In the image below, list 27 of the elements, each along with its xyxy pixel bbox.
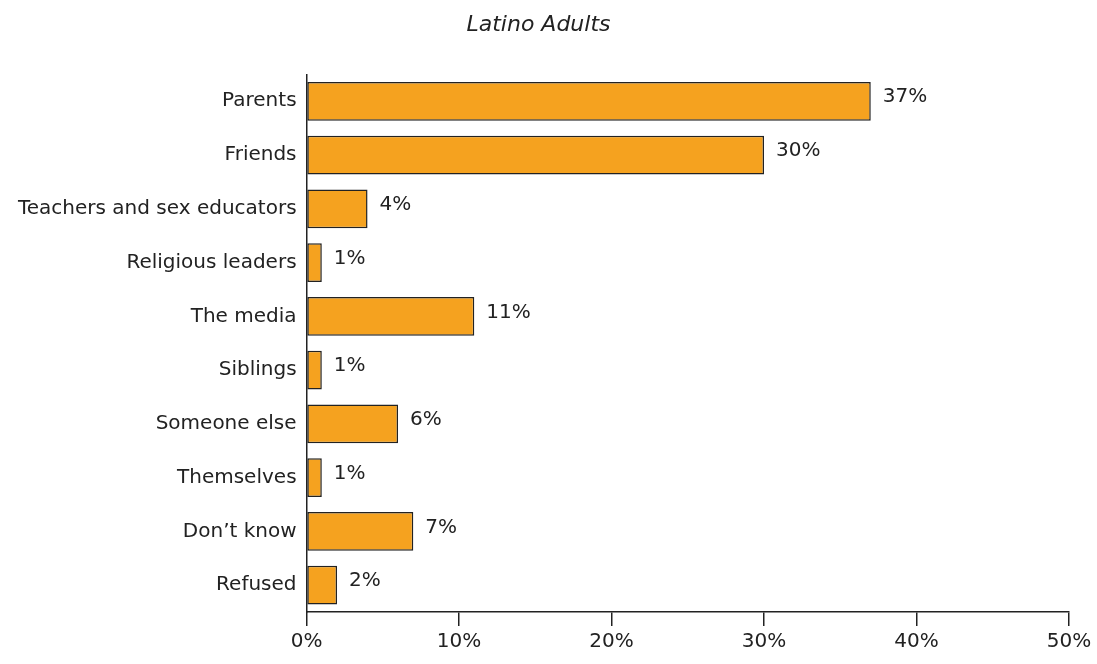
data-label: 1% (333, 459, 366, 484)
x-tick-label: 50% (1046, 628, 1092, 653)
x-tick-label: 10% (436, 628, 482, 653)
data-label: 4% (379, 191, 412, 215)
y-tick-label: Parents (222, 87, 297, 112)
y-tick-label: The media (189, 302, 297, 327)
y-tick-label: Someone else (155, 410, 297, 435)
y-tick-label: Siblings (218, 356, 297, 381)
x-tick-label: 20% (589, 628, 634, 653)
x-tick-label: 30% (741, 628, 787, 653)
y-tick-label: Friends (224, 141, 297, 166)
y-tick-label: Refused (216, 571, 297, 596)
y-tick-label: Teachers and sex educators (16, 195, 297, 219)
data-label: 11% (486, 298, 531, 323)
data-label: 6% (410, 406, 442, 431)
y-tick-label: Don’t know (182, 517, 297, 542)
data-label: 2% (349, 567, 381, 592)
chart-title: Latino Adults (466, 10, 611, 36)
data-label: 30% (776, 137, 821, 162)
x-tick-label: 0% (290, 628, 323, 653)
y-tick-label: Themselves (176, 463, 297, 488)
y-tick-label: Religious leaders (126, 248, 297, 273)
data-label: 1% (333, 244, 366, 269)
data-label: 1% (333, 352, 366, 377)
x-tick-label: 40% (894, 628, 939, 653)
data-label: 7% (425, 513, 458, 538)
data-label: 37% (882, 83, 928, 108)
